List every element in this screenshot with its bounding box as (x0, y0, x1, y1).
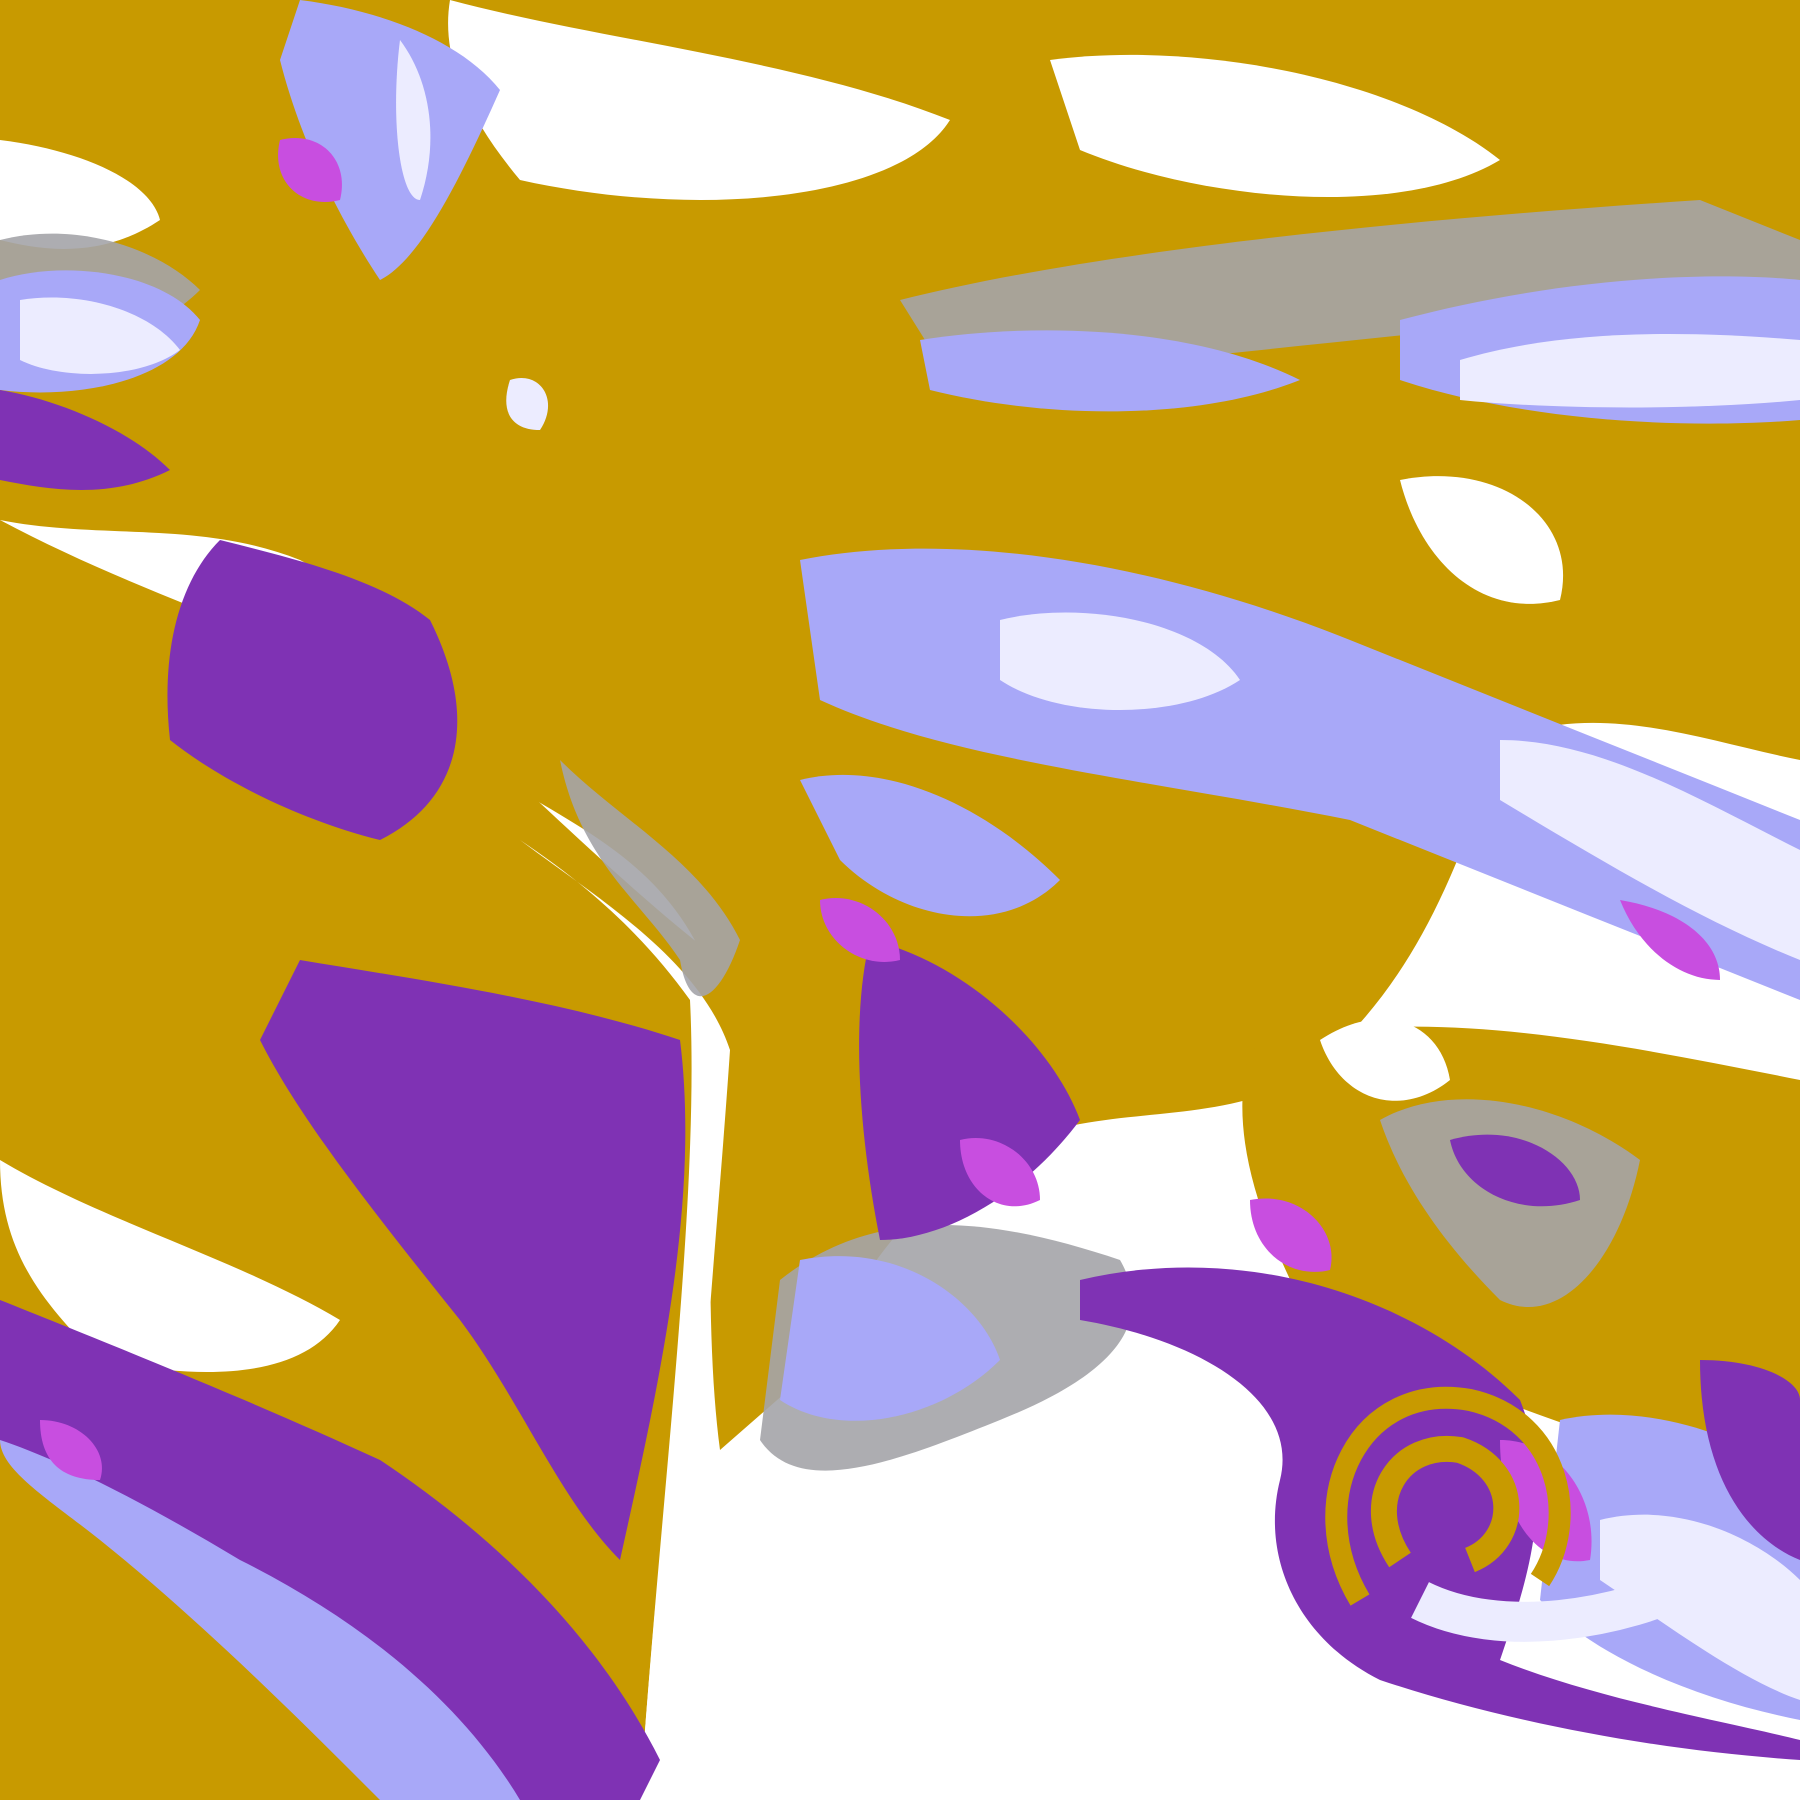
cyclone-spiral (1325, 1387, 1709, 1642)
deep-convective-purple-layer (0, 390, 1800, 1800)
high-cloud-pale-layer (20, 40, 1800, 1700)
